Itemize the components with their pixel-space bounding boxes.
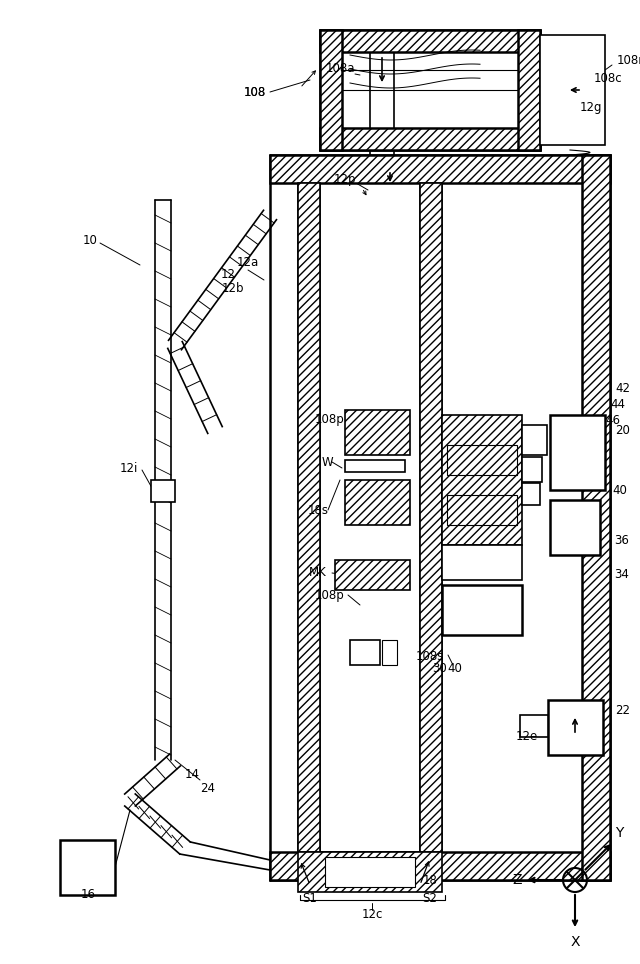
Text: 14: 14 xyxy=(184,768,200,782)
Bar xyxy=(151,480,175,502)
Text: 30: 30 xyxy=(433,661,447,675)
Bar xyxy=(320,128,540,150)
Bar xyxy=(518,30,540,150)
Text: W: W xyxy=(321,456,333,469)
Text: 18: 18 xyxy=(422,873,437,887)
Bar xyxy=(447,445,517,475)
Bar xyxy=(582,155,610,880)
Bar xyxy=(442,415,522,545)
Text: 12p: 12p xyxy=(333,174,356,186)
Text: 108s: 108s xyxy=(416,651,444,663)
Text: 40: 40 xyxy=(612,484,627,496)
Text: Z: Z xyxy=(512,873,522,887)
Bar xyxy=(320,30,342,150)
Bar xyxy=(298,852,442,892)
Text: 12b: 12b xyxy=(221,281,244,294)
Bar xyxy=(447,495,517,525)
Text: 108a: 108a xyxy=(325,62,355,74)
Bar xyxy=(442,545,522,580)
Bar xyxy=(335,560,410,590)
Text: 12g: 12g xyxy=(580,101,602,115)
Text: X: X xyxy=(570,935,580,949)
Text: 36: 36 xyxy=(614,533,629,547)
Text: 12i: 12i xyxy=(120,462,138,474)
Text: 46: 46 xyxy=(605,414,620,426)
Text: 108: 108 xyxy=(244,86,266,98)
Text: 10: 10 xyxy=(83,233,97,247)
Text: 18s: 18s xyxy=(307,503,328,517)
Bar xyxy=(522,457,542,482)
Text: S1: S1 xyxy=(303,892,317,904)
Text: 34: 34 xyxy=(614,569,629,581)
Text: 108: 108 xyxy=(244,86,266,98)
Text: 12: 12 xyxy=(221,269,236,281)
Bar xyxy=(350,640,380,665)
Text: 12c: 12c xyxy=(362,908,383,922)
Bar xyxy=(298,183,320,852)
Text: 24: 24 xyxy=(200,782,216,794)
Text: 108p: 108p xyxy=(315,414,345,426)
Bar xyxy=(345,410,410,455)
Bar xyxy=(325,857,415,887)
Bar xyxy=(345,480,410,525)
Bar xyxy=(548,700,603,755)
Bar xyxy=(442,585,522,635)
Bar xyxy=(520,715,548,737)
Text: 108m: 108m xyxy=(617,53,640,67)
Text: Y: Y xyxy=(615,826,623,840)
Text: 12a: 12a xyxy=(237,255,259,269)
Bar xyxy=(320,30,540,52)
Bar xyxy=(550,415,605,490)
Bar xyxy=(420,183,442,852)
Bar xyxy=(270,155,610,183)
Bar xyxy=(550,500,600,555)
Text: 12e: 12e xyxy=(516,731,538,743)
Text: 40: 40 xyxy=(447,661,463,675)
Bar xyxy=(270,852,610,880)
Text: MK: MK xyxy=(309,567,327,579)
Text: 20: 20 xyxy=(615,423,630,437)
Bar xyxy=(522,483,540,505)
Text: 108c: 108c xyxy=(594,71,623,85)
Text: 16: 16 xyxy=(81,889,95,901)
Text: S2: S2 xyxy=(422,892,437,904)
Bar xyxy=(382,640,397,665)
Bar xyxy=(540,35,605,145)
Text: 108p: 108p xyxy=(315,588,345,602)
Bar xyxy=(522,425,547,455)
Text: 22: 22 xyxy=(615,704,630,716)
Text: 42: 42 xyxy=(615,382,630,394)
Bar xyxy=(60,840,115,895)
Text: 44: 44 xyxy=(610,398,625,412)
Bar xyxy=(345,460,405,472)
